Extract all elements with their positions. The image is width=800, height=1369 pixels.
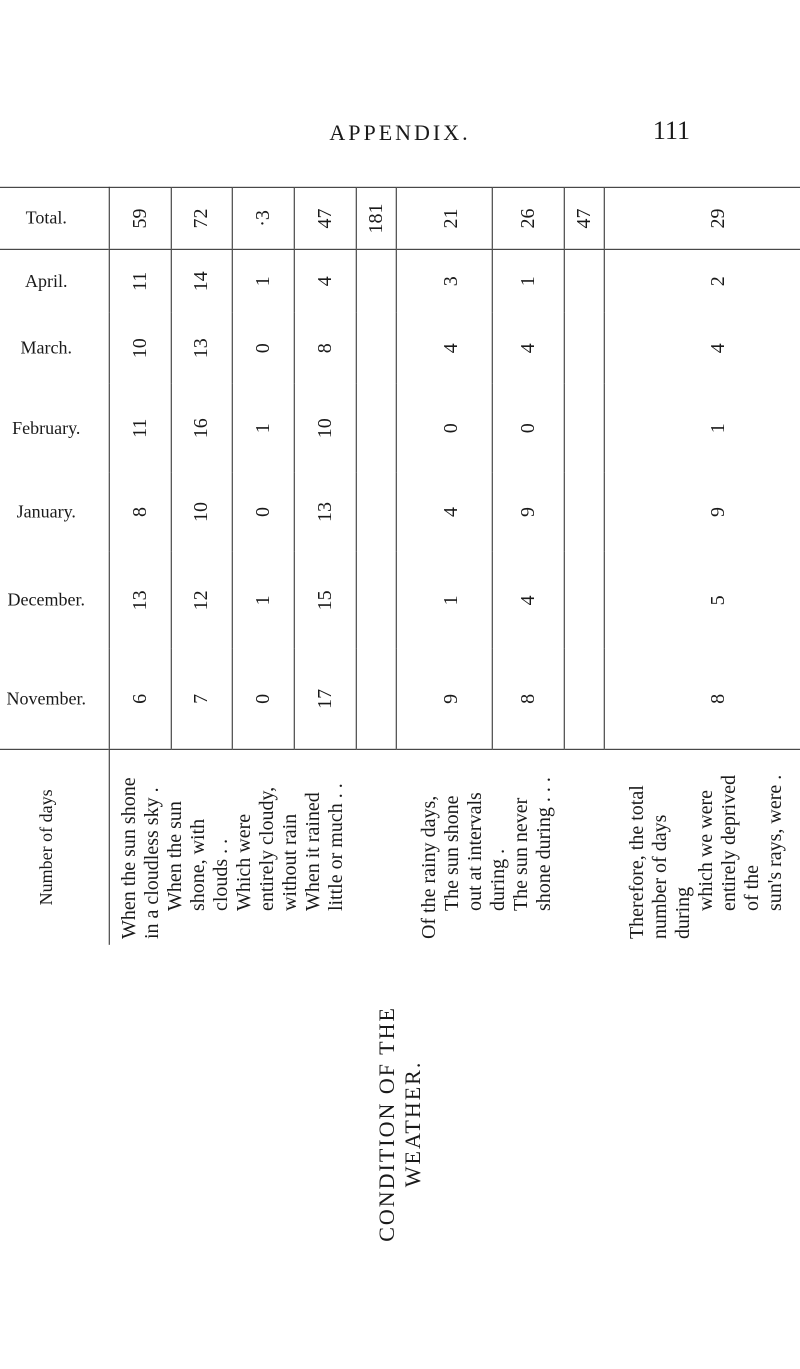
table-cell: 13	[109, 551, 171, 648]
table-cell: 9	[396, 649, 493, 749]
table-cell-total: 47	[294, 187, 356, 249]
table-cell: 1	[396, 551, 493, 648]
table-cell-total: 21	[396, 187, 493, 249]
table-cell: 11	[109, 384, 171, 472]
table-cell: 4	[396, 472, 493, 551]
col-header-total: Total.	[0, 187, 109, 249]
table-cell: 0	[233, 472, 295, 551]
table-cell: 4	[396, 312, 493, 383]
table-cell	[564, 312, 604, 383]
table-cell: 7	[171, 649, 233, 749]
stub-header: Number of days	[0, 749, 109, 945]
table-cell-total: 47	[564, 187, 604, 249]
table-cell: 14	[171, 249, 233, 312]
table-cell: 16	[171, 384, 233, 472]
table-cell	[564, 649, 604, 749]
table-cell	[564, 551, 604, 648]
table-cell: 1	[233, 551, 295, 648]
table-cell: 8	[492, 649, 564, 749]
table-cell	[356, 551, 396, 648]
col-header: March.	[0, 312, 109, 383]
table-cell-total: 72	[171, 187, 233, 249]
table-cell: 0	[492, 384, 564, 472]
table-cell: 4	[604, 312, 800, 383]
row-label: When the sun shone in a cloudless sky .W…	[109, 749, 356, 945]
row-label: Therefore, the total number of days duri…	[604, 749, 800, 945]
table-cell-total: 181	[356, 187, 396, 249]
table-cell-total: 26	[492, 187, 564, 249]
col-header: December.	[0, 551, 109, 648]
table-cell: 9	[492, 472, 564, 551]
table-cell: 15	[294, 551, 356, 648]
table-cell: 8	[604, 649, 800, 749]
table-cell	[356, 649, 396, 749]
table-cell: 4	[492, 312, 564, 383]
table-cell: 13	[171, 312, 233, 383]
table-cell: 10	[109, 312, 171, 383]
table-cell: 2	[604, 249, 800, 312]
table-row: 181	[356, 187, 396, 945]
table-body: When the sun shone in a cloudless sky .W…	[109, 187, 800, 945]
table-cell: 8	[109, 472, 171, 551]
weather-table: Number of days November. December. Janua…	[0, 186, 800, 944]
table-cell-total: 29	[604, 187, 800, 249]
table-cell: 11	[109, 249, 171, 312]
table-row: 47	[564, 187, 604, 945]
table-cell: 0	[233, 312, 295, 383]
rotated-content: CONDITION OF THE WEATHER. Number of days…	[0, 186, 800, 1266]
table-cell	[356, 384, 396, 472]
table-cell: 1	[233, 249, 295, 312]
row-label: Of the rainy days,The sun shone out at i…	[396, 749, 564, 945]
table-cell	[564, 384, 604, 472]
table-row: Of the rainy days,The sun shone out at i…	[396, 187, 493, 945]
table-title: CONDITION OF THE WEATHER.	[374, 971, 426, 1267]
row-label	[564, 749, 604, 945]
table-cell	[564, 249, 604, 312]
table-cell: 4	[492, 551, 564, 648]
row-label	[356, 749, 396, 945]
page-number: 111	[653, 116, 690, 146]
table-cell: 9	[604, 472, 800, 551]
table-cell: 6	[109, 649, 171, 749]
col-header: January.	[0, 472, 109, 551]
table-cell	[356, 312, 396, 383]
table-header-row: Number of days November. December. Janua…	[0, 187, 109, 945]
table-cell: 0	[396, 384, 493, 472]
col-header: November.	[0, 649, 109, 749]
table-cell: 5	[604, 551, 800, 648]
table-cell: 10	[294, 384, 356, 472]
col-header: April.	[0, 249, 109, 312]
table-cell: 4	[294, 249, 356, 312]
page: APPENDIX. 111 CONDITION OF THE WEATHER. …	[0, 0, 800, 1369]
table-cell	[356, 472, 396, 551]
table-cell: 8	[294, 312, 356, 383]
table-cell: 3	[396, 249, 493, 312]
table-cell: 10	[171, 472, 233, 551]
table-cell	[356, 249, 396, 312]
table-cell: 1	[604, 384, 800, 472]
table-cell-total: 59	[109, 187, 171, 249]
table-cell: 17	[294, 649, 356, 749]
table-cell: 1	[233, 384, 295, 472]
table-cell: 1	[492, 249, 564, 312]
table-row: Therefore, the total number of days duri…	[604, 187, 800, 945]
table-cell: 0	[233, 649, 295, 749]
col-header: February.	[0, 384, 109, 472]
table-row: When the sun shone in a cloudless sky .W…	[109, 187, 171, 945]
table-cell	[564, 472, 604, 551]
table-cell-total: ·3	[233, 187, 295, 249]
table-cell: 12	[171, 551, 233, 648]
table-cell: 13	[294, 472, 356, 551]
